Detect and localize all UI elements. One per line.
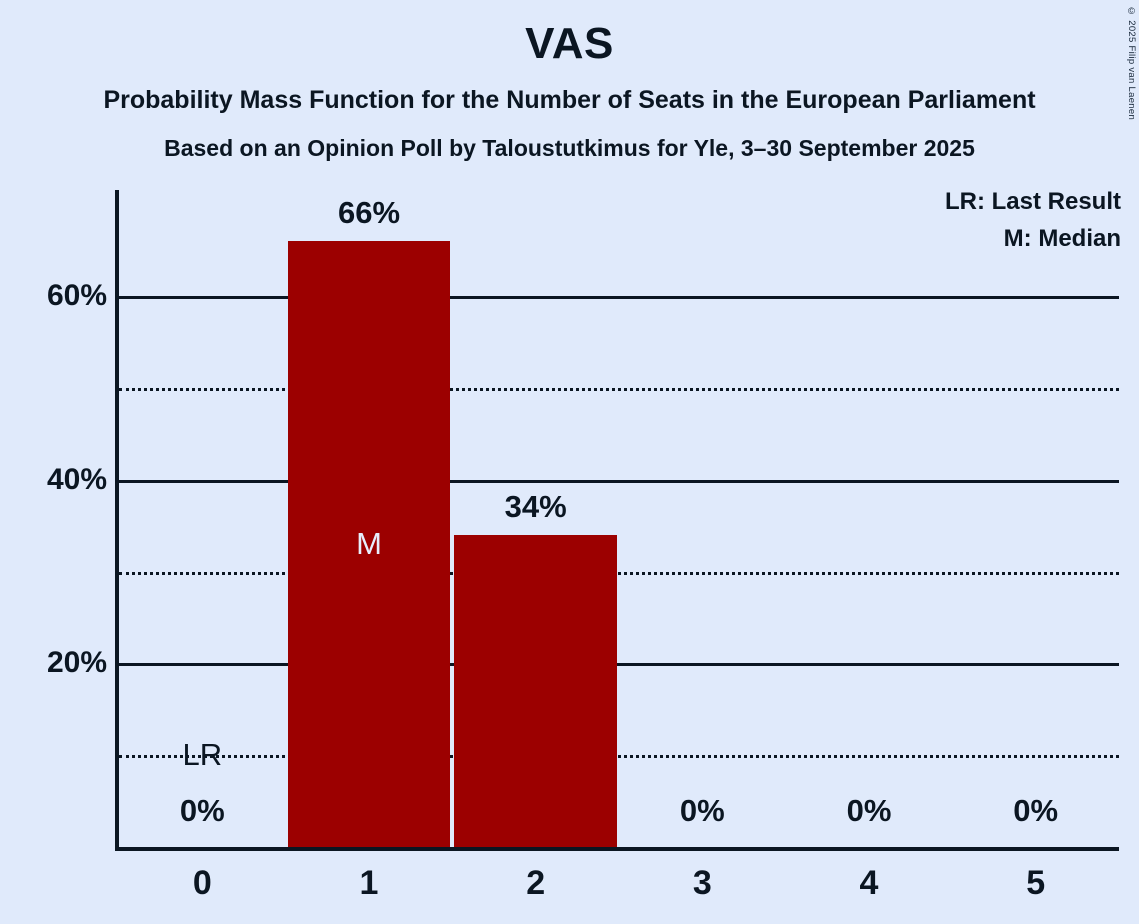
- gridline-major: [119, 663, 1119, 667]
- gridline-minor: [119, 571, 1119, 575]
- legend-item-median: M: Median: [1003, 225, 1121, 253]
- x-axis-tick-label: 3: [692, 864, 712, 902]
- bar: [454, 535, 617, 847]
- legend: LR: Last Result M: Median: [945, 183, 1121, 257]
- gridline-minor: [119, 755, 1119, 759]
- chart-subtitle: Probability Mass Function for the Number…: [103, 86, 1036, 114]
- gridline-major: [119, 296, 1119, 300]
- gridline-minor: [119, 388, 1119, 392]
- chart-source-subtitle: Based on an Opinion Poll by Taloustutkim…: [164, 135, 975, 161]
- bar-value-label: 34%: [504, 489, 567, 525]
- x-axis-tick-label: 5: [1026, 864, 1046, 902]
- bar: [287, 241, 451, 847]
- y-axis-tick-label: 40%: [46, 462, 107, 496]
- y-axis-tick-label: 20%: [46, 646, 107, 680]
- x-axis-tick-label: 1: [359, 864, 379, 902]
- plot-area: LR M: [115, 190, 1119, 851]
- gridline-major: [119, 479, 1119, 483]
- copyright-notice: © 2025 Filip van Laenen: [1126, 6, 1137, 121]
- bar-value-label: 0%: [1013, 793, 1059, 828]
- bar-value-label: 0%: [679, 793, 725, 828]
- bar-value-label: 0%: [179, 793, 225, 828]
- y-axis-tick-label: 60%: [46, 279, 107, 313]
- bar-value-label: 0%: [846, 793, 892, 828]
- marker-lr-label: LR: [182, 737, 223, 773]
- chart-title: VAS: [525, 19, 614, 68]
- marker-m-label: M: [356, 526, 382, 562]
- x-axis-tick-label: 4: [859, 864, 879, 902]
- x-axis-tick-label: 0: [192, 864, 212, 902]
- y-axis-line: [115, 190, 119, 851]
- x-axis-line: [115, 847, 1119, 851]
- bar-value-label: 66%: [337, 195, 401, 231]
- x-axis-tick-label: 2: [526, 864, 546, 902]
- legend-item-last-result: LR: Last Result: [944, 188, 1121, 215]
